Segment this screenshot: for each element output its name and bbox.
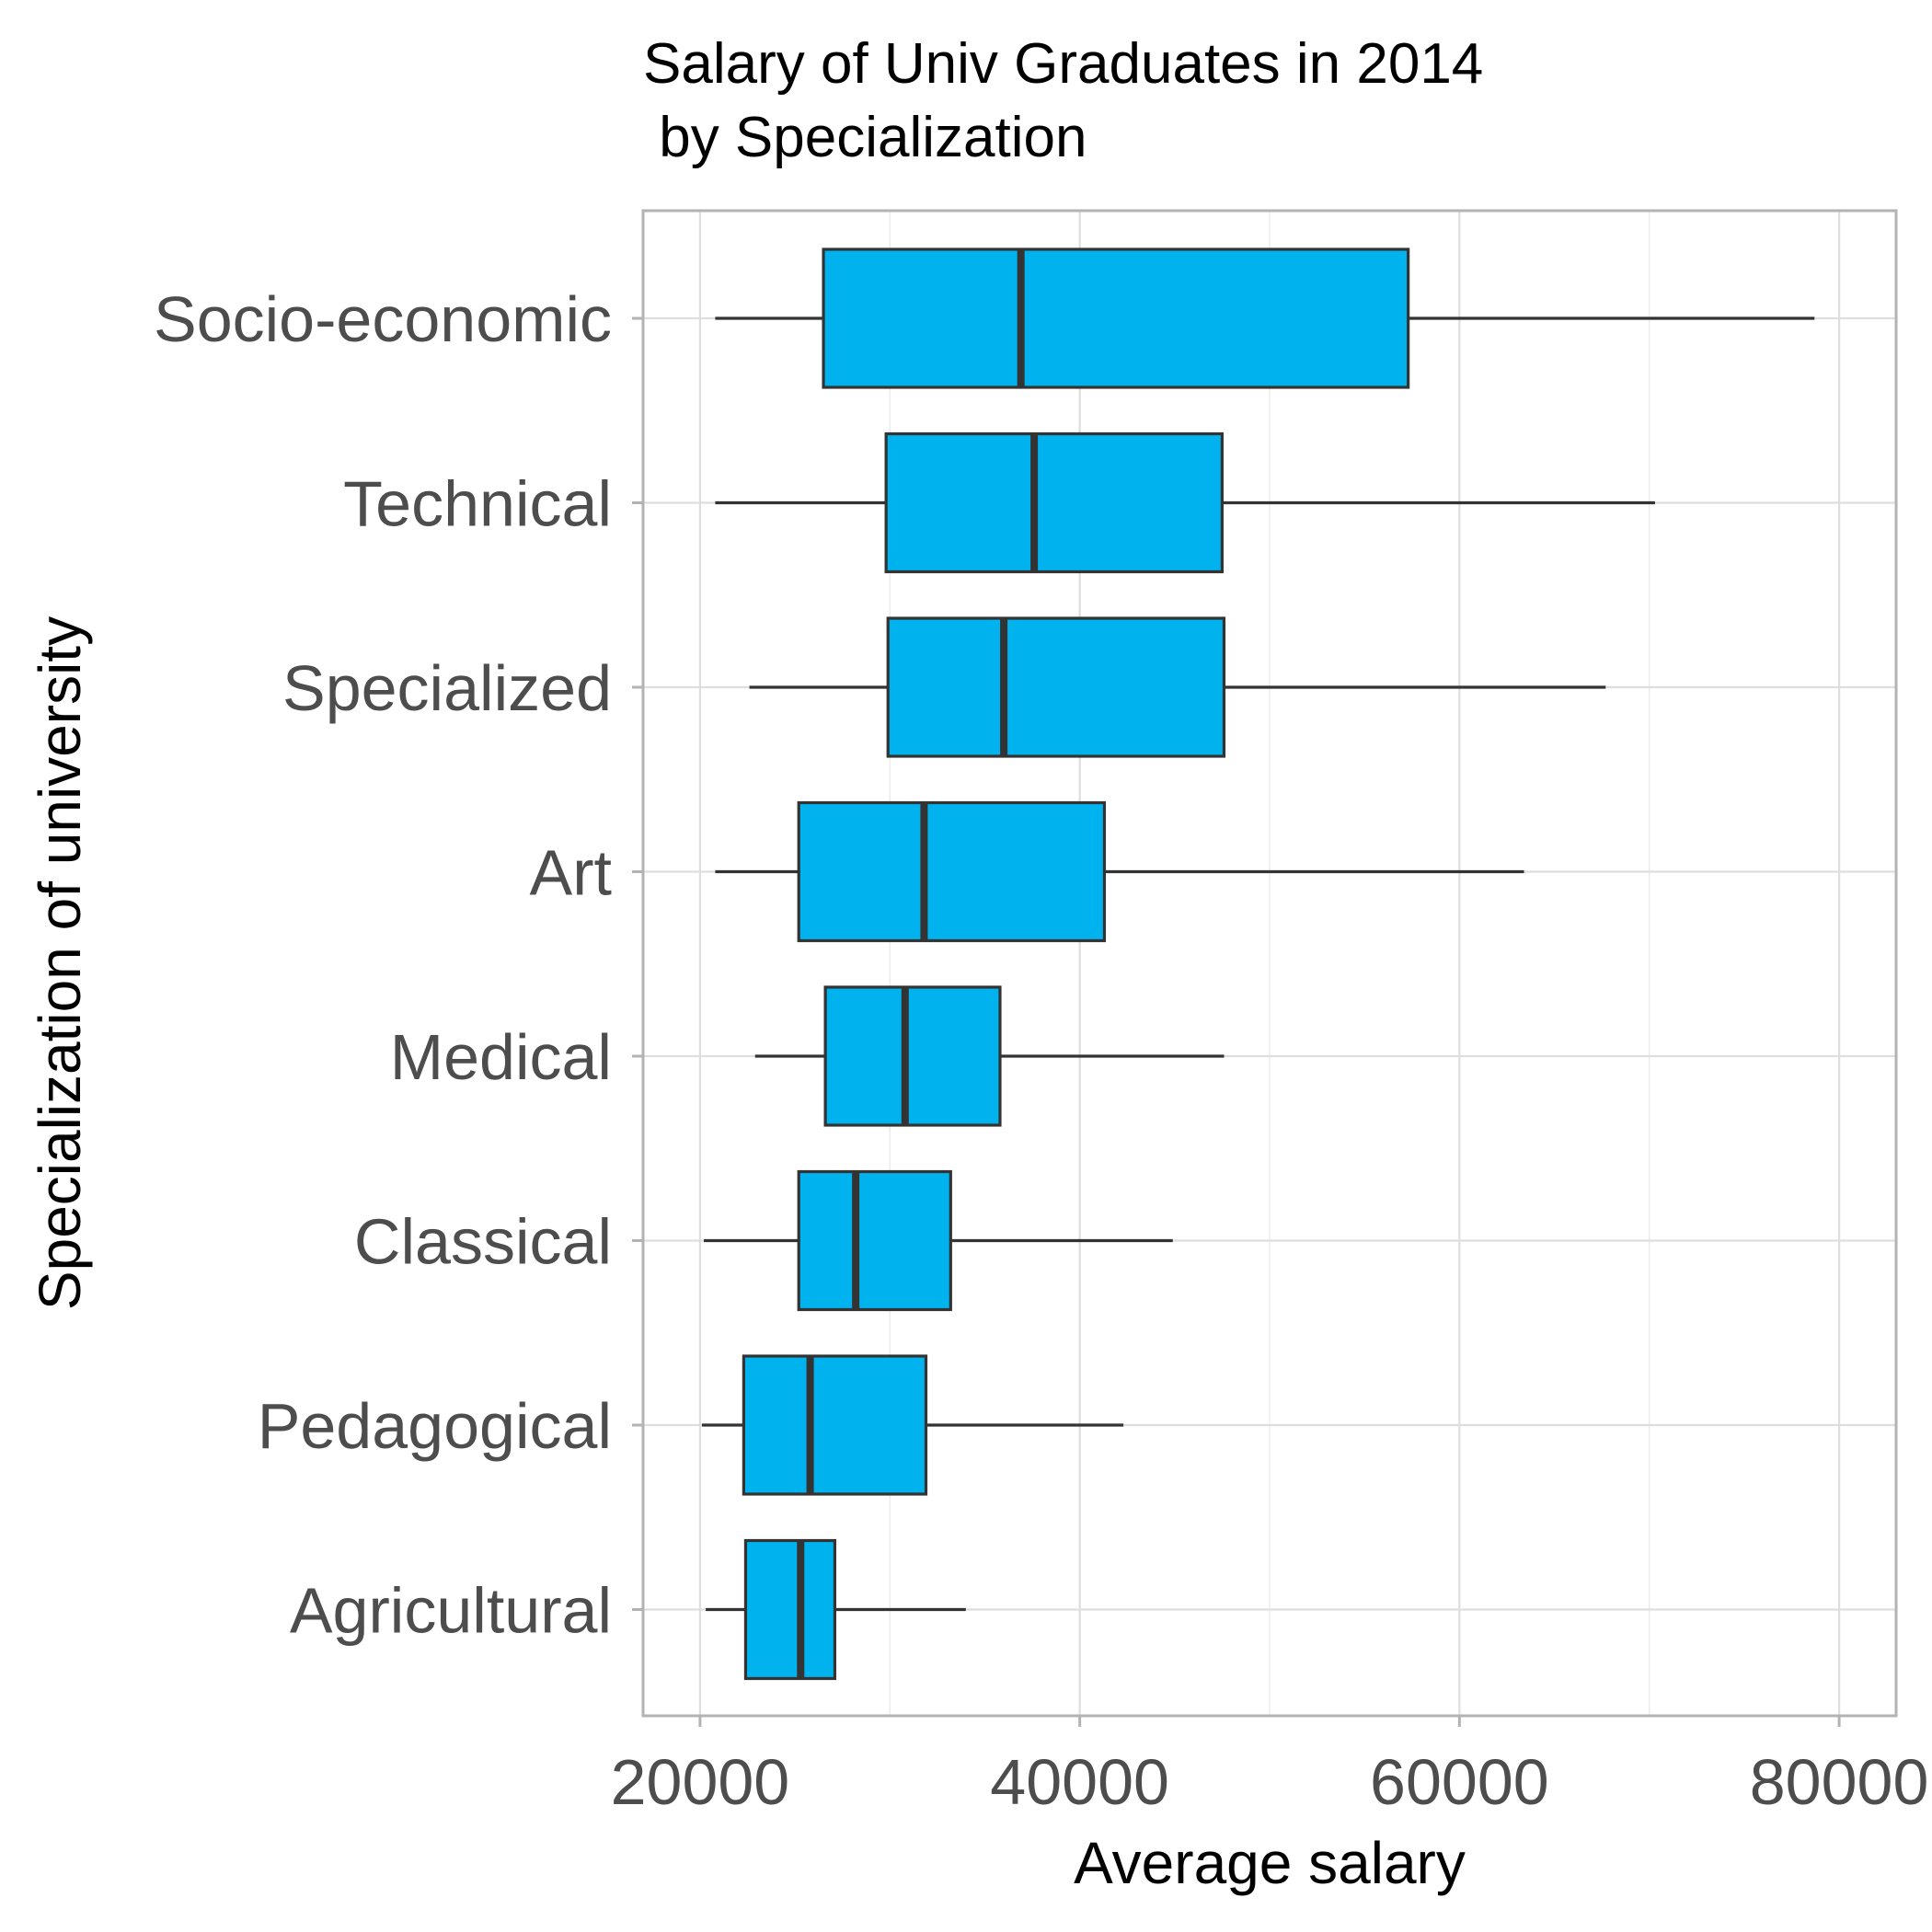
- iqr-box: [823, 985, 1002, 1127]
- box-group-art: [715, 800, 1524, 943]
- category-label: Socio-economic: [154, 283, 612, 355]
- boxes: [701, 247, 1815, 1681]
- iqr-box: [884, 431, 1225, 574]
- x-axis-title: Average salary: [1074, 1830, 1466, 1896]
- iqr-box: [797, 800, 1107, 943]
- category-label: Agricultural: [290, 1575, 612, 1647]
- category-label: Classical: [354, 1206, 612, 1278]
- iqr-box: [886, 616, 1226, 758]
- box-group-specialized: [749, 616, 1606, 758]
- box-group-pedagogical: [701, 1354, 1124, 1496]
- box-group-technical: [715, 431, 1655, 574]
- box-group-socio-economic: [715, 247, 1815, 389]
- axis-ticks: [632, 316, 1841, 1727]
- category-labels: Socio-economic Technical Specialized Art Med…: [154, 283, 612, 1647]
- category-label: Art: [530, 837, 612, 909]
- x-tick-label: 60000: [1370, 1746, 1549, 1818]
- box-group-agricultural: [706, 1538, 966, 1681]
- chart-title: Salary of Univ Graduates in 2014 by Spec…: [643, 32, 1483, 169]
- x-tick-labels: 20000 40000 60000 80000: [611, 1746, 1929, 1818]
- y-axis-title: Specialization of university: [27, 616, 93, 1310]
- category-label: Specialized: [282, 652, 612, 724]
- category-label: Medical: [390, 1021, 612, 1093]
- iqr-box: [797, 1169, 952, 1312]
- box-group-medical: [754, 985, 1225, 1127]
- category-label: Pedagogical: [258, 1390, 612, 1462]
- iqr-box: [742, 1354, 928, 1496]
- chart-title-line-2: by Specialization: [643, 106, 1087, 169]
- x-tick-label: 20000: [611, 1746, 790, 1818]
- iqr-box: [743, 1538, 837, 1681]
- category-label: Technical: [343, 468, 612, 540]
- plot-panel-border: [641, 209, 1898, 1718]
- box-group-classical: [704, 1169, 1173, 1312]
- chart-title-line-1: Salary of Univ Graduates in 2014: [643, 32, 1483, 96]
- x-tick-label: 40000: [990, 1746, 1169, 1818]
- iqr-box: [822, 247, 1410, 389]
- x-tick-label: 80000: [1750, 1746, 1929, 1818]
